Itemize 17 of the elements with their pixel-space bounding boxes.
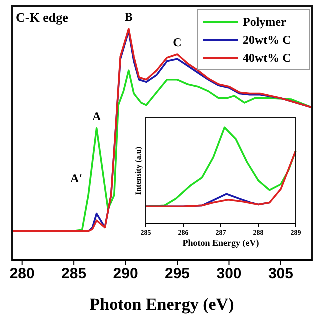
x-axis-title: Photon Energy (eV) (182, 238, 260, 248)
x-tick-label: 285 (62, 266, 87, 283)
chart-title: C-K edge (16, 10, 69, 25)
annotation: C (173, 35, 182, 50)
annotation: A' (70, 172, 83, 186)
annotation: B (124, 10, 133, 24)
y-axis-title: Intensity (a.u) (134, 146, 143, 196)
x-tick-label: 305 (268, 266, 294, 283)
legend-label: 40wt% C (243, 51, 292, 65)
x-tick-label: 280 (10, 266, 35, 283)
x-tick-label: 300 (216, 266, 242, 283)
x-tick-label: 290 (113, 266, 138, 283)
x-tick-label: 295 (165, 266, 190, 283)
legend-label: 20wt% C (243, 33, 292, 47)
legend-label: Polymer (243, 15, 287, 29)
annotation: A (92, 109, 102, 124)
x-axis-title: Photon Energy (eV) (90, 295, 234, 314)
